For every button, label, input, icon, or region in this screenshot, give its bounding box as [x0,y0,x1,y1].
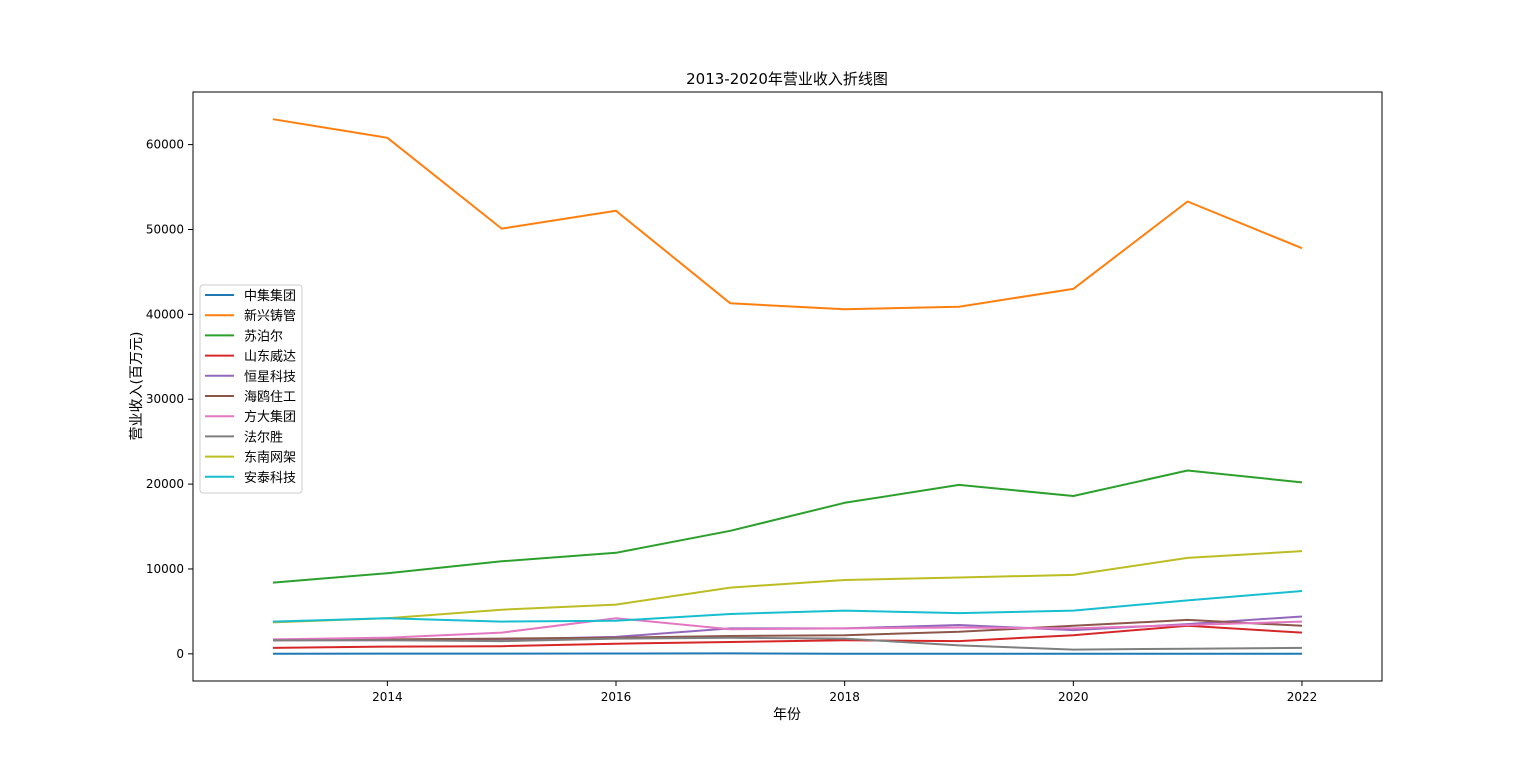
x-tick-label: 2018 [829,690,860,704]
legend-entry: 东南网架 [244,450,296,466]
x-tick-label: 2022 [1287,690,1318,704]
series-line-5 [272,618,1303,642]
legend-entry: 安泰科技 [244,471,296,486]
legend-entry: 中集集团 [244,288,296,304]
legend-entry: 苏泊尔 [244,328,283,344]
legend-box [199,284,303,494]
y-tick-label: 20000 [146,477,184,491]
legend-entry: 山东威达 [244,350,296,365]
series-line-1 [272,118,1303,311]
series-line-9 [272,590,1303,623]
y-tick-label: 0 [176,647,184,661]
x-tick-label: 2014 [372,690,403,704]
legend-entry: 法尔胜 [244,430,283,445]
series-line-2 [272,469,1303,584]
legend-entry: 恒星科技 [244,370,296,385]
y-tick-label: 50000 [146,222,184,236]
series-line-8 [272,550,1303,624]
x-tick-label: 2020 [1058,690,1089,704]
legend-entry: 海鸥住工 [244,389,296,405]
y-tick-label: 10000 [146,562,184,576]
series-line-7 [273,636,1303,651]
y-tick-label: 30000 [146,392,184,406]
y-axis: 0 10000 20000 30000 40000 50000 60000 [146,138,193,661]
series-line-6 [272,617,1303,641]
plot-frame [192,91,1383,682]
x-tick-label: 2016 [601,690,632,704]
y-tick-label: 40000 [146,307,184,321]
chart-title: 2013-2020年营业收入折线图 [686,70,888,88]
x-axis: 2014 2016 2018 2020 2022 [372,681,1317,704]
y-tick-label: 60000 [146,138,184,152]
legend-entry: 方大集团 [244,409,296,425]
x-axis-label: 年份 [773,707,801,723]
plot-area [272,118,1303,655]
y-axis-label: 营业收入(百万元) [129,332,145,441]
legend-entry: 新兴铸管 [244,308,296,324]
series-line-3 [272,624,1303,649]
